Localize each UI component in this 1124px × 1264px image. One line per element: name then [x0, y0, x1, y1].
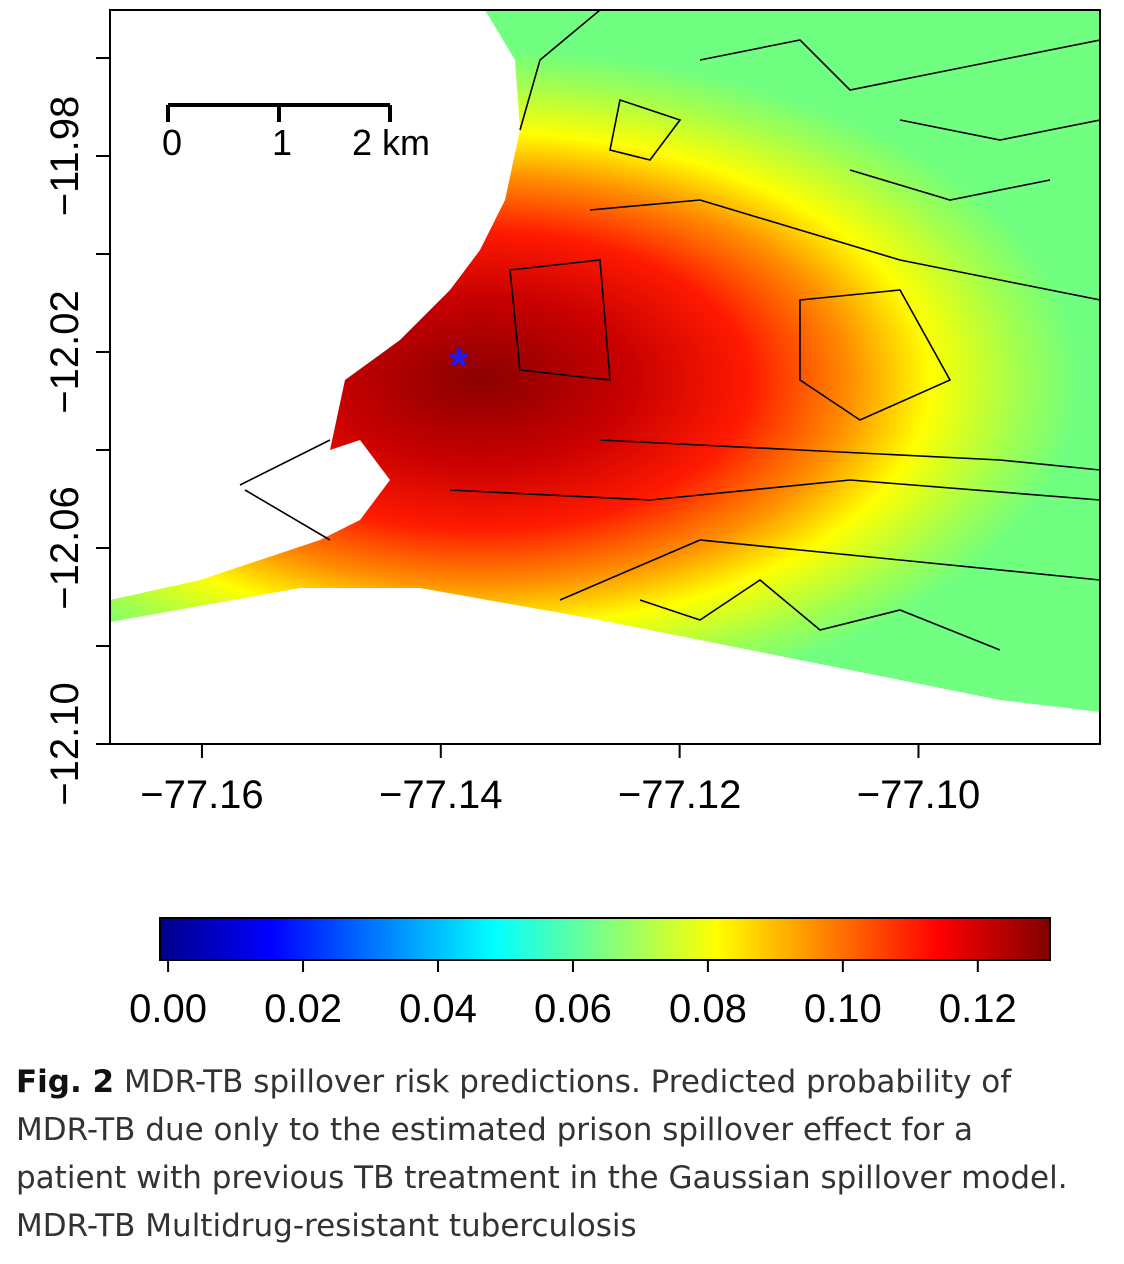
prison-marker: * — [449, 339, 468, 392]
x-tick-label: −77.16 — [140, 773, 263, 817]
heatmap — [110, 10, 1100, 712]
risk-surface — [110, 10, 1100, 712]
plot-frame — [109, 9, 1101, 745]
x-tick-label: −77.12 — [618, 773, 741, 817]
scale-bar — [166, 103, 392, 122]
caption: Fig. 2 MDR-TB spillover risk predictions… — [16, 1058, 1068, 1250]
caption-line: MDR-TB due only to the estimated prison … — [16, 1112, 973, 1148]
x-tick-label: −77.14 — [379, 773, 502, 817]
y-tick-label: −12.06 — [43, 486, 87, 609]
caption-label: Fig. 2 — [16, 1064, 115, 1100]
caption-line: MDR-TB spillover risk predictions. Predi… — [124, 1064, 1012, 1100]
scale-bar-label: 1 — [272, 122, 292, 163]
colorbar-tick-label: 0.12 — [939, 987, 1017, 1031]
colorbar-tick-label: 0.08 — [669, 987, 747, 1031]
scale-bar-label: 2 km — [352, 122, 430, 163]
colorbar-tick-label: 0.02 — [264, 987, 342, 1031]
caption-line: MDR-TB Multidrug-resistant tuberculosis — [16, 1208, 637, 1244]
colorbar-tick-label: 0.06 — [534, 987, 612, 1031]
colorbar-tick-label: 0.00 — [129, 987, 207, 1031]
scale-bar-label: 0 — [162, 122, 182, 163]
y-tick-label: −11.98 — [43, 96, 87, 217]
x-tick-label: −77.10 — [857, 773, 980, 817]
figure: 0 1 2 km −77.16 −77.14 −77.12 −77.10 −11.98 −… — [43, 9, 1101, 1031]
y-tick-label: −12.02 — [43, 290, 87, 413]
colorbar — [159, 917, 1051, 961]
district-boundaries — [239, 10, 1100, 651]
caption-line: patient with previous TB treatment in th… — [16, 1160, 1068, 1196]
y-tick-label: −12.10 — [43, 682, 87, 805]
colorbar-tick-label: 0.10 — [804, 987, 882, 1031]
colorbar-tick-label: 0.04 — [399, 987, 477, 1031]
